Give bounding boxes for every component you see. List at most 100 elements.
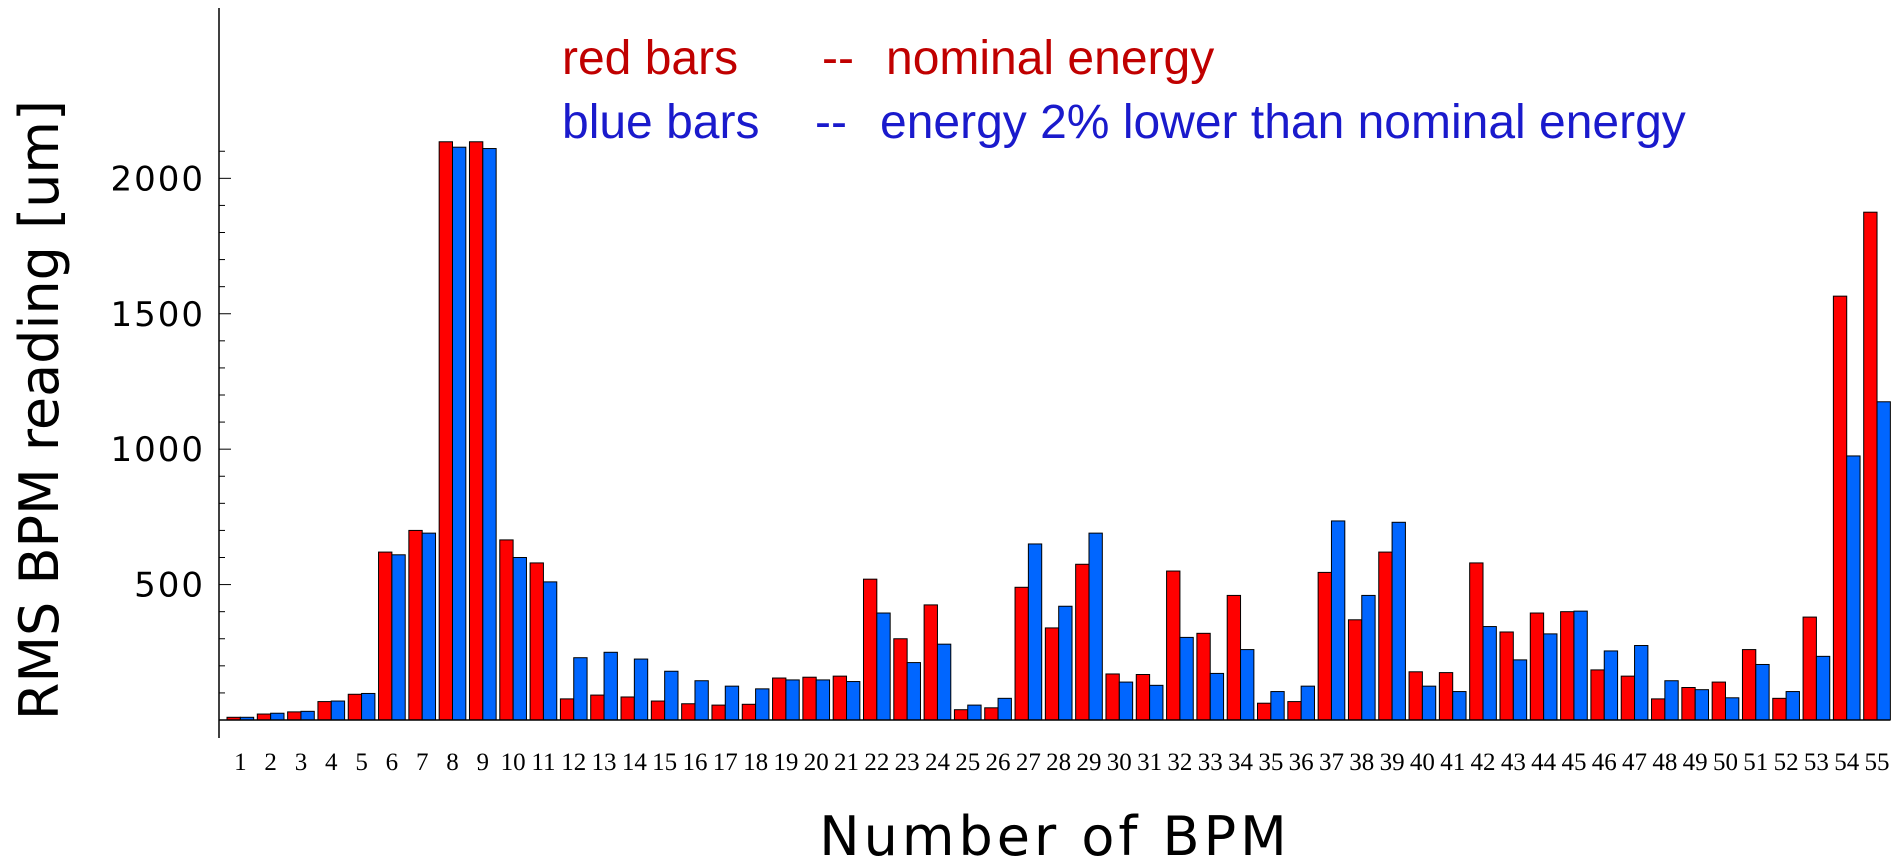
x-tick-label-22: 22 <box>864 749 889 776</box>
bar-blue-17 <box>724 685 740 721</box>
x-tick-label-50: 50 <box>1713 749 1738 776</box>
x-axis-title: Number of BPM <box>819 805 1291 867</box>
bar-blue-8 <box>452 146 467 721</box>
bar-blue-10 <box>512 557 527 721</box>
bar-red-55 <box>1863 211 1878 721</box>
bar-blue-21 <box>846 681 861 721</box>
bar-blue-6 <box>391 554 406 721</box>
x-tick-label-38: 38 <box>1349 749 1374 776</box>
x-tick-label-36: 36 <box>1289 749 1314 776</box>
bar-red-48 <box>1651 698 1666 721</box>
bar-blue-44 <box>1543 633 1558 721</box>
x-tick-label-37: 37 <box>1319 749 1344 776</box>
bar-blue-52 <box>1785 691 1800 721</box>
bar-blue-16 <box>694 680 709 721</box>
bar-red-3 <box>287 711 302 721</box>
bar-red-46 <box>1590 669 1605 721</box>
bar-red-5 <box>347 693 363 721</box>
legend: red bars -- nominal energy blue bars -- … <box>562 32 1686 149</box>
bar-red-40 <box>1408 671 1423 721</box>
bar-blue-19 <box>785 679 800 721</box>
bar-red-51 <box>1741 649 1757 721</box>
bar-blue-5 <box>361 692 376 721</box>
x-tick-label-12: 12 <box>561 749 586 776</box>
bar-red-54 <box>1832 295 1848 721</box>
x-tick-label-44: 44 <box>1531 749 1557 776</box>
x-tick-label-41: 41 <box>1440 749 1465 776</box>
bar-red-37 <box>1317 571 1332 721</box>
x-tick-label-16: 16 <box>682 749 707 776</box>
x-tick-label-21: 21 <box>834 749 859 776</box>
bar-red-24 <box>923 604 938 721</box>
x-tick-label-13: 13 <box>592 749 617 776</box>
bar-red-14 <box>620 696 635 721</box>
bar-red-33 <box>1196 632 1211 721</box>
bar-red-35 <box>1257 702 1272 721</box>
bar-red-29 <box>1075 563 1090 721</box>
legend-blue-description: energy 2% lower than nominal energy <box>880 96 1686 149</box>
bar-blue-20 <box>815 679 831 721</box>
bar-blue-46 <box>1603 650 1619 721</box>
bar-red-7 <box>408 529 423 721</box>
bar-red-17 <box>711 704 726 721</box>
bar-red-28 <box>1044 627 1060 721</box>
bar-red-18 <box>741 703 757 721</box>
bar-blue-12 <box>573 657 588 721</box>
bar-blue-23 <box>906 662 921 721</box>
bar-blue-39 <box>1391 521 1406 721</box>
bar-blue-55 <box>1876 401 1891 721</box>
bar-blue-9 <box>482 148 497 721</box>
bar-red-4 <box>317 701 332 721</box>
y-ticks-group: 500 1000 1500 2000 <box>110 150 231 694</box>
x-tick-label-46: 46 <box>1592 749 1617 776</box>
x-tick-label-17: 17 <box>713 749 738 776</box>
bar-red-2 <box>256 713 272 721</box>
bar-red-20 <box>802 676 817 721</box>
x-tick-label-30: 30 <box>1107 749 1132 776</box>
x-tick-label-45: 45 <box>1561 749 1586 776</box>
bar-red-26 <box>984 707 999 721</box>
bar-red-19 <box>772 677 787 721</box>
bar-red-53 <box>1802 616 1817 721</box>
x-tick-label-48: 48 <box>1652 749 1677 776</box>
bar-blue-26 <box>997 697 1012 721</box>
bar-blue-2 <box>270 712 285 721</box>
bar-red-45 <box>1560 611 1575 721</box>
bar-blue-4 <box>330 700 346 721</box>
x-tick-label-40: 40 <box>1410 749 1435 776</box>
bar-red-8 <box>438 141 454 721</box>
x-tick-label-15: 15 <box>652 749 677 776</box>
y-tick-label-500: 500 <box>134 566 205 606</box>
bar-blue-11 <box>542 581 558 721</box>
x-tick-label-43: 43 <box>1501 749 1526 776</box>
bar-blue-40 <box>1421 685 1437 721</box>
legend-red-description: nominal energy <box>886 32 1214 85</box>
x-tick-label-54: 54 <box>1834 749 1860 776</box>
bar-blue-51 <box>1755 663 1770 721</box>
y-axis-title: RMS BPM reading [um] <box>8 100 71 720</box>
bars-group <box>226 141 1891 721</box>
bar-red-44 <box>1529 612 1545 721</box>
bar-blue-28 <box>1058 605 1073 721</box>
bar-red-27 <box>1014 586 1029 721</box>
bar-blue-50 <box>1724 697 1740 721</box>
bar-red-30 <box>1105 673 1120 721</box>
legend-red-label: red bars <box>562 32 738 85</box>
bar-red-31 <box>1135 674 1151 721</box>
bar-red-34 <box>1226 594 1242 721</box>
x-tick-label-14: 14 <box>622 749 648 776</box>
bar-blue-30 <box>1118 681 1134 721</box>
x-tick-label-34: 34 <box>1228 749 1254 776</box>
bar-blue-3 <box>300 710 315 721</box>
x-tick-label-29: 29 <box>1076 749 1101 776</box>
x-tick-label-4: 4 <box>325 749 338 776</box>
bar-blue-15 <box>664 670 679 721</box>
x-tick-label-42: 42 <box>1471 749 1496 776</box>
bar-blue-49 <box>1694 689 1710 721</box>
x-tick-label-10: 10 <box>501 749 526 776</box>
x-tick-label-53: 53 <box>1804 749 1829 776</box>
bar-blue-27 <box>1027 543 1043 721</box>
x-tick-label-26: 26 <box>986 749 1011 776</box>
bar-red-16 <box>681 703 696 721</box>
x-tick-label-3: 3 <box>295 749 308 776</box>
